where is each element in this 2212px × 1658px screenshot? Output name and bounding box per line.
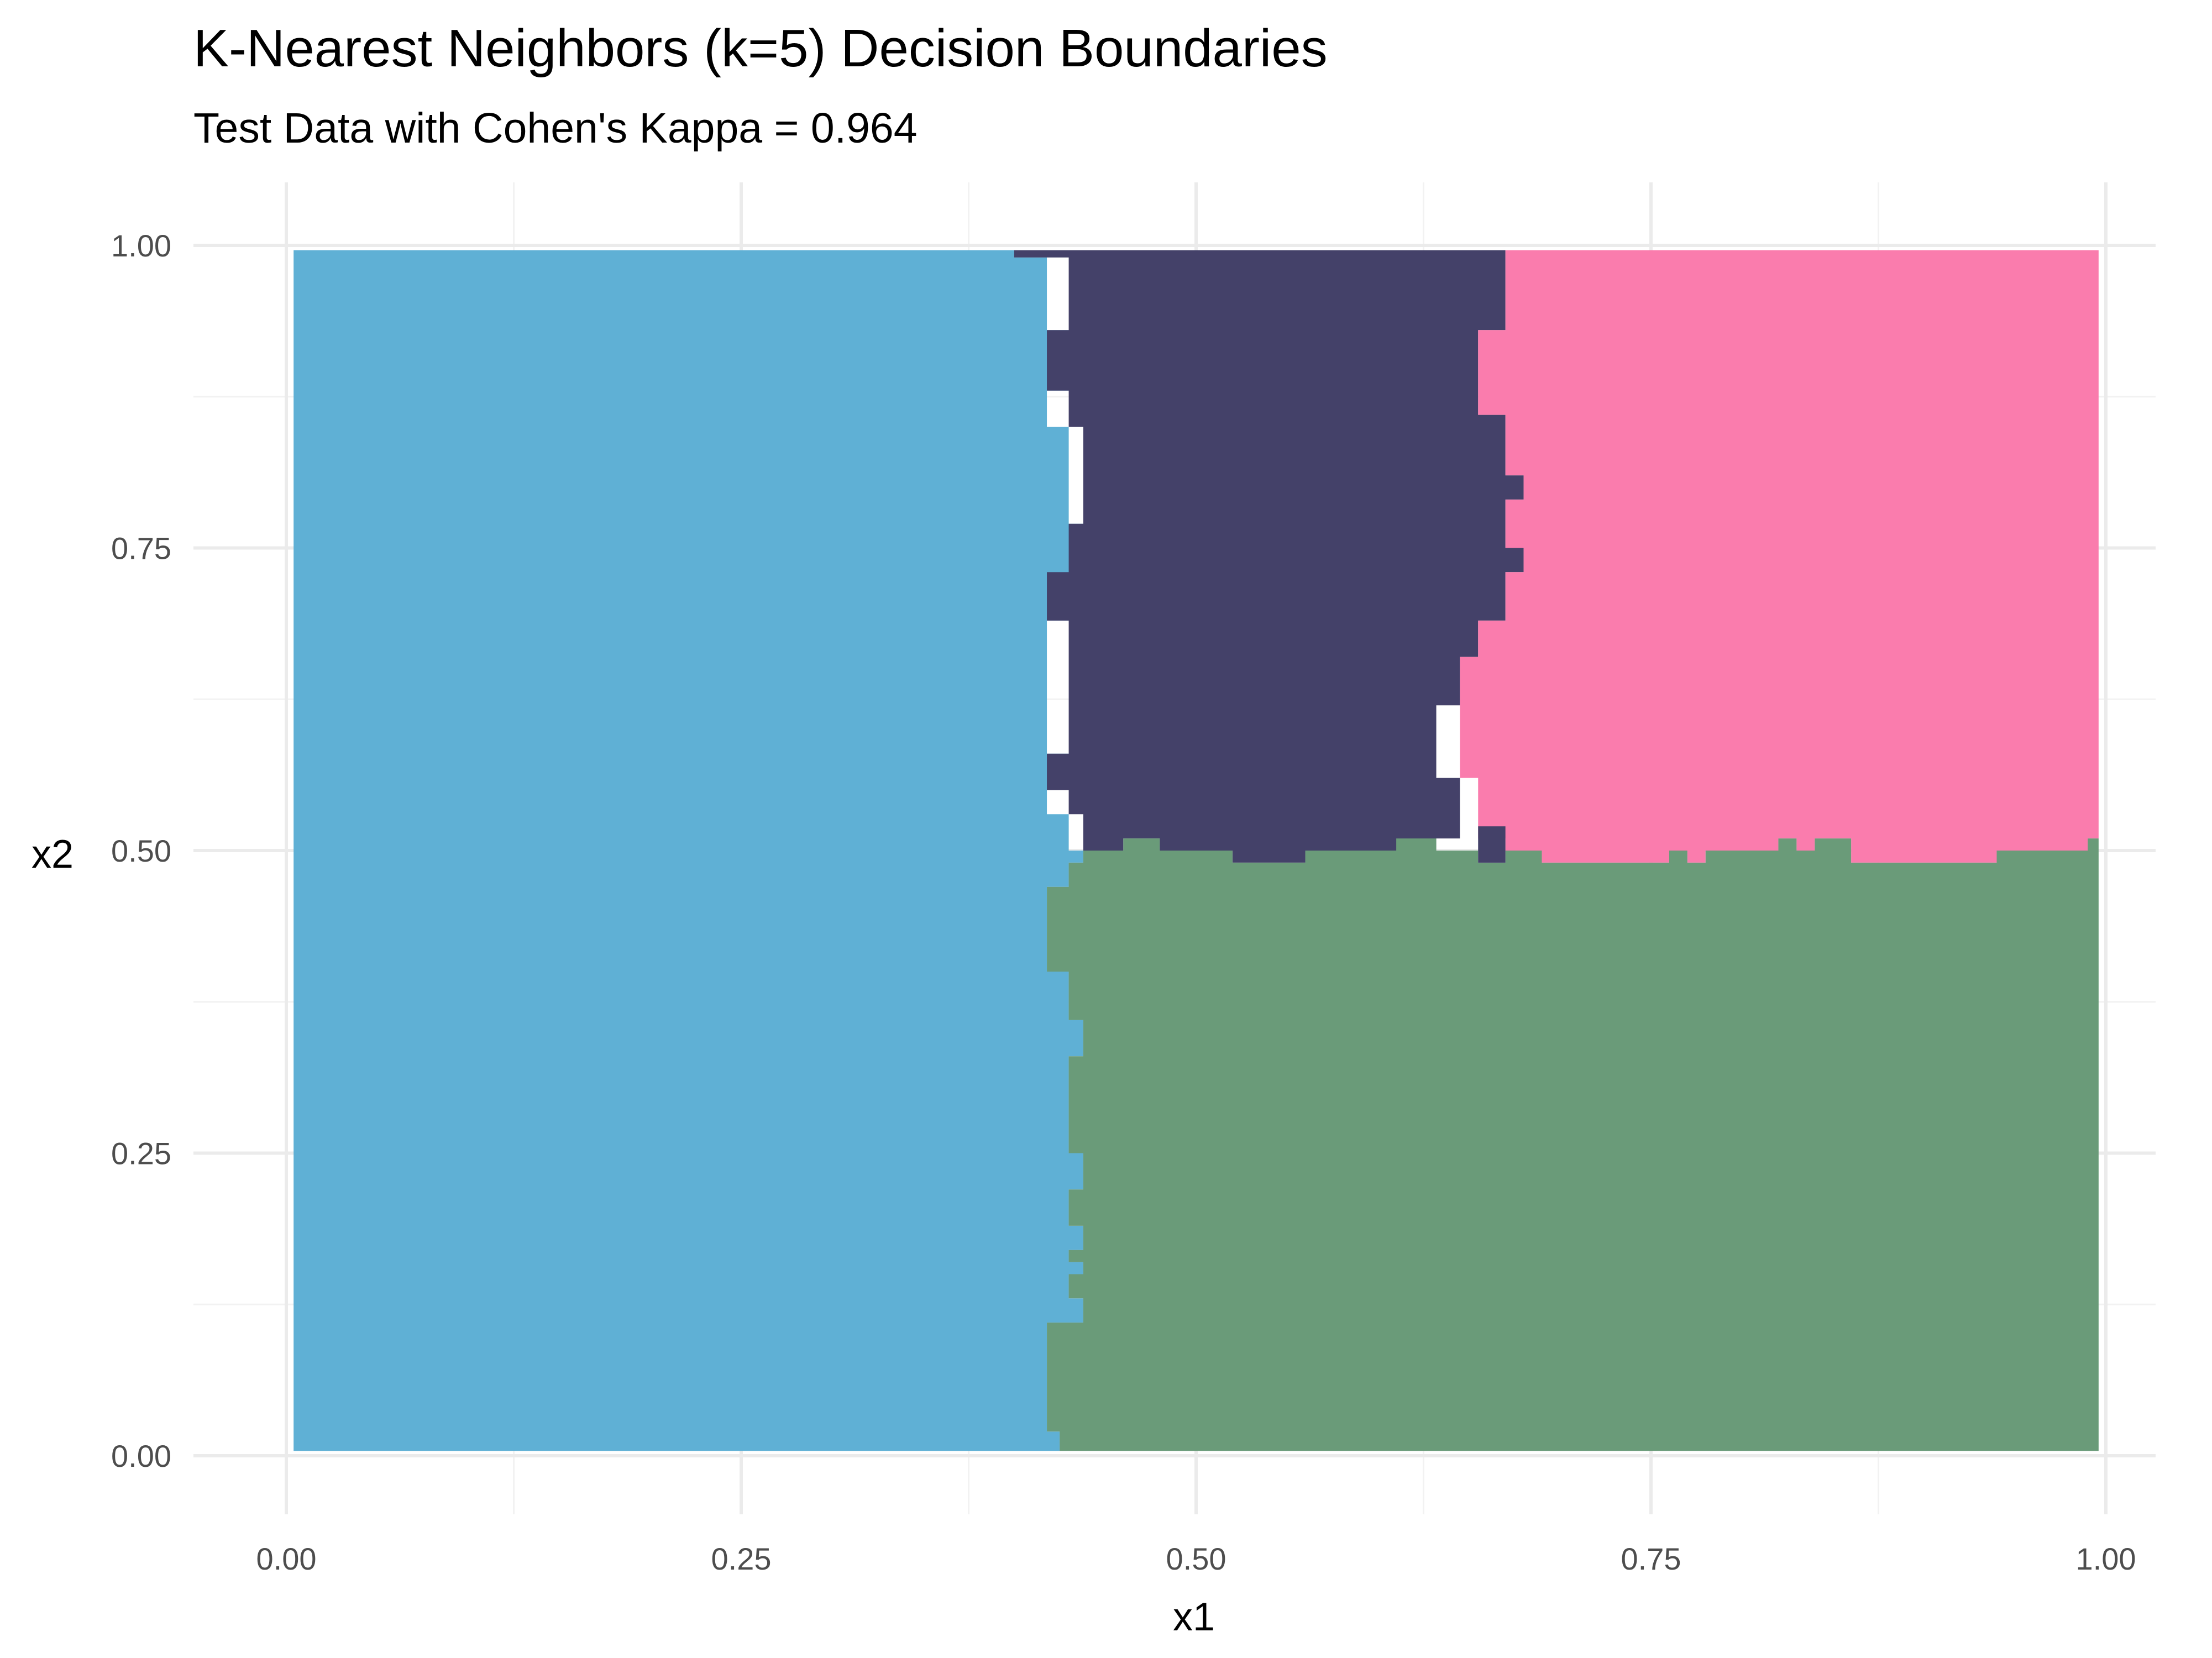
- region-top-middle: [1014, 250, 1524, 863]
- x-tick-label: 1.00: [2076, 1541, 2136, 1576]
- x-tick-label: 0.50: [1166, 1541, 1226, 1576]
- chart-subtitle: Test Data with Cohen's Kappa = 0.964: [193, 104, 918, 152]
- region-top-right: [1460, 250, 2099, 863]
- y-tick-label: 1.00: [111, 228, 171, 263]
- y-tick-label: 0.75: [111, 531, 171, 566]
- decision-regions: [293, 250, 2099, 1451]
- y-tick-label: 0.00: [111, 1439, 171, 1473]
- chart-title: K-Nearest Neighbors (k=5) Decision Bound…: [193, 19, 1328, 78]
- x-axis-title: x1: [1173, 1595, 1215, 1639]
- region-top-middle-notch: [1478, 826, 1506, 851]
- region-top-middle-notch: [1478, 851, 1506, 863]
- x-tick-label: 0.75: [1621, 1541, 1681, 1576]
- region-bottom-right: [1047, 838, 2099, 1451]
- tick-labels: 0.00 0.25 0.50 0.75 1.00 0.00 0.25 0.50 0.75 1.00: [111, 228, 2136, 1576]
- y-tick-label: 0.50: [111, 833, 171, 868]
- x-tick-label: 0.00: [256, 1541, 317, 1576]
- y-axis-title: x2: [32, 832, 74, 877]
- y-tick-label: 0.25: [111, 1136, 171, 1171]
- x-tick-label: 0.25: [711, 1541, 772, 1576]
- region-left: [293, 250, 1083, 1451]
